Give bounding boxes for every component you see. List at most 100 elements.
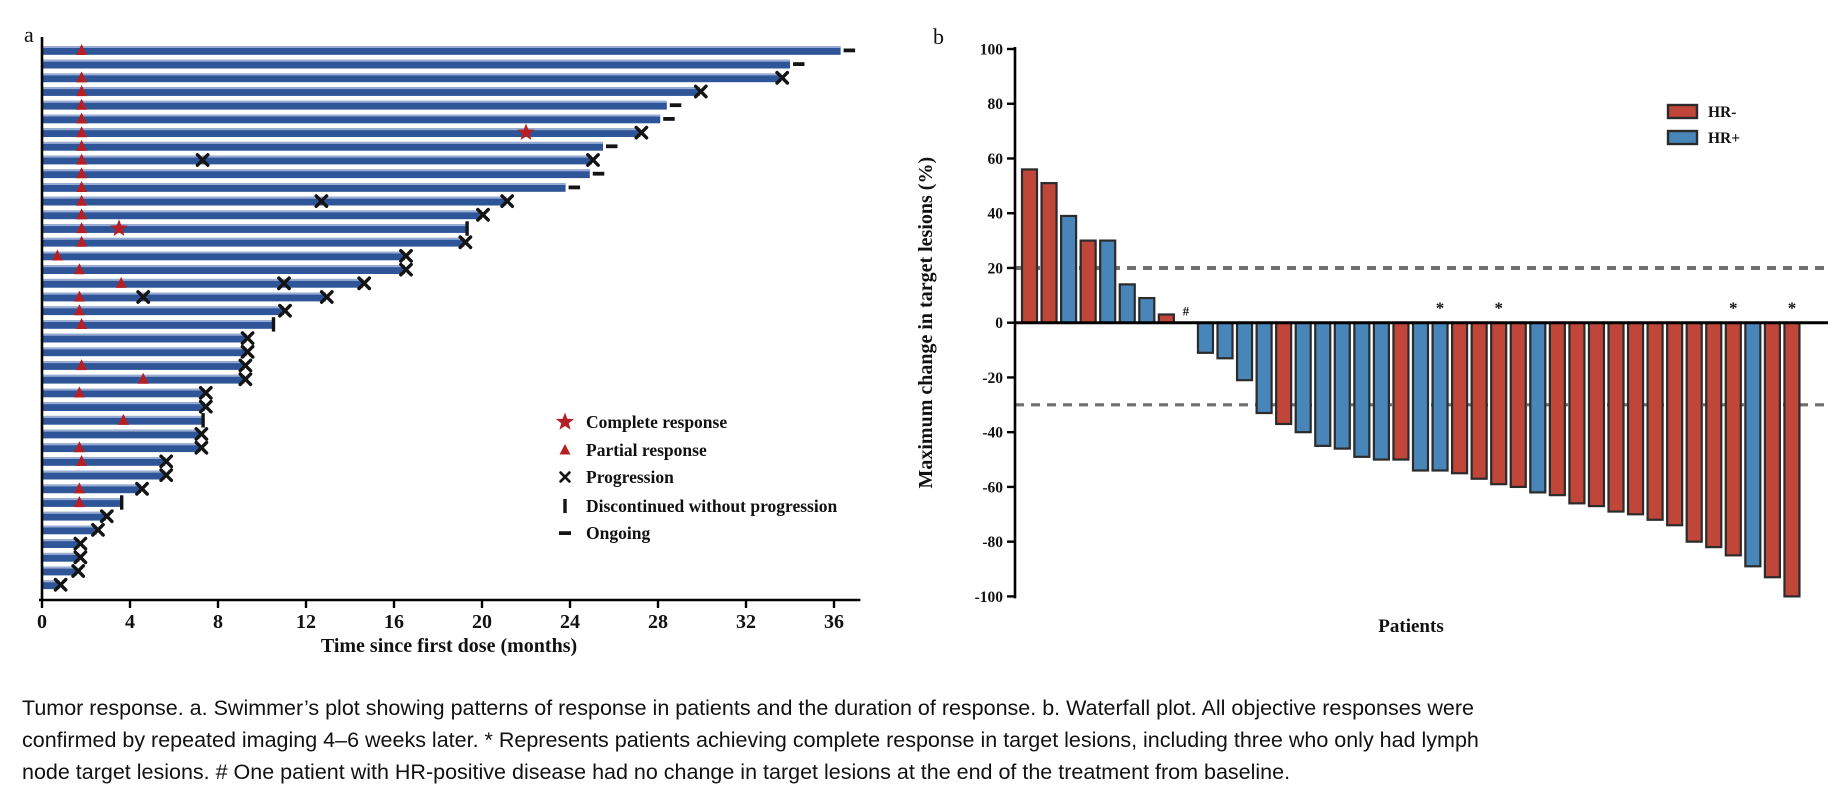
treatment-bar-highlight [42, 333, 247, 336]
progression-marker [357, 276, 372, 291]
partial-response-marker [76, 139, 88, 151]
progression-marker [73, 536, 88, 551]
swimmer-row [42, 139, 618, 151]
swimmer-row [42, 536, 88, 551]
waterfall-bar [1666, 321, 1684, 527]
progression-marker [399, 262, 413, 277]
swimmer-legend: Complete response Partial response Progres… [555, 412, 837, 543]
swimmer-row [42, 98, 682, 110]
treatment-bar [42, 183, 566, 192]
swimmer-row [42, 358, 253, 373]
treatment-bar-highlight [42, 87, 700, 90]
treatment-bar [42, 566, 78, 576]
waterfall-legend: HR- HR+ [1666, 103, 1740, 147]
progression-marker [99, 509, 114, 524]
waterfall-bar [1450, 321, 1469, 475]
panel-b-label: b [933, 24, 944, 49]
treatment-bar-highlight [42, 210, 482, 213]
treatment-bar [42, 100, 667, 110]
y-tick-label: 40 [988, 206, 1004, 223]
progression-marker [634, 125, 649, 140]
swimmer-row [42, 262, 413, 277]
complete-response-marker [110, 219, 128, 236]
partial-response-marker [73, 263, 85, 275]
partial-response-marker [73, 290, 85, 302]
treatment-bar-highlight [42, 552, 80, 555]
waterfall-bar [1314, 321, 1332, 447]
figure-caption: Tumor response. a. Swimmer’s plot showin… [22, 692, 1582, 788]
bar-icon [563, 499, 567, 513]
treatment-bar [42, 155, 592, 165]
swimmer-row [42, 219, 469, 236]
x-tick-label: 24 [560, 611, 580, 633]
treatment-bar-highlight [42, 484, 141, 487]
y-tick-label: 80 [988, 96, 1004, 113]
waterfall-bar [1060, 214, 1078, 324]
legend-label: Complete response [586, 412, 727, 432]
swimmer-row [42, 523, 105, 537]
swimmer-row [42, 413, 205, 428]
swimmer-row [42, 331, 255, 345]
partial-response-marker [73, 482, 85, 494]
x-tick-label: 0 [37, 611, 47, 633]
swimmer-row [42, 481, 149, 496]
ongoing-marker [568, 185, 581, 190]
waterfall-bar [1783, 321, 1801, 598]
partial-response-marker [76, 318, 88, 329]
treatment-bar [42, 87, 700, 96]
waterfall-bar [1607, 321, 1625, 513]
waterfall-bar [1372, 321, 1390, 461]
progression-marker [693, 84, 708, 99]
treatment-bar [42, 539, 80, 548]
swimmer-row [42, 181, 581, 192]
discontinued-marker [271, 317, 276, 332]
treatment-bar [42, 347, 247, 357]
discontinued-marker [465, 221, 469, 236]
swimmer-row [42, 372, 253, 387]
treatment-bar [42, 552, 80, 562]
waterfall-bar [1333, 321, 1351, 450]
treatment-bar [42, 484, 141, 494]
progression-marker [319, 290, 334, 304]
progression-marker [73, 550, 88, 565]
swimmer-row [42, 344, 255, 359]
partial-response-marker [76, 359, 88, 371]
partial-response-marker [137, 372, 149, 384]
treatment-bar-highlight [42, 141, 603, 144]
y-tick-label: 60 [988, 151, 1004, 168]
partial-response-marker [73, 496, 85, 508]
partial-response-marker [76, 194, 88, 206]
waterfall-bar [1431, 321, 1449, 472]
legend-label: HR+ [1708, 130, 1740, 147]
treatment-bar [42, 320, 273, 329]
y-tick-label: -80 [982, 534, 1003, 551]
y-tick-label: -40 [982, 425, 1003, 442]
ongoing-marker [592, 171, 605, 176]
progression-marker [399, 248, 413, 263]
waterfall-axes: 100 80 60 40 20 0 -20 -40 -60 -80 -100 Maximum chan… [915, 42, 1828, 637]
treatment-bar-highlight [42, 306, 284, 309]
treatment-bar [42, 224, 467, 233]
waterfall-bar [1509, 321, 1527, 489]
waterfall-bars: # * * * * [1020, 168, 1801, 598]
x-tick-label: 28 [648, 611, 668, 633]
treatment-bar-highlight [42, 388, 205, 391]
partial-response-marker [76, 98, 88, 110]
y-axis-title: Maximum change in target lesions (%) [915, 157, 937, 489]
progression-marker [277, 276, 291, 291]
treatment-bar [42, 361, 245, 370]
legend-item: Ongoing [559, 523, 650, 543]
y-tick-label: 20 [988, 260, 1004, 277]
x-tick-label: 32 [736, 611, 756, 633]
treatment-bar-highlight [42, 46, 841, 48]
legend-swatch [1666, 129, 1699, 146]
treatment-bar [42, 511, 106, 521]
progression-marker [314, 194, 329, 209]
treatment-bar [42, 210, 482, 220]
waterfall-bar [1275, 321, 1293, 426]
waterfall-bar [1255, 321, 1273, 415]
partial-response-marker [76, 112, 88, 124]
waterfall-bar [1235, 321, 1254, 382]
waterfall-bar [1529, 321, 1547, 494]
treatment-bar-highlight [42, 443, 201, 446]
